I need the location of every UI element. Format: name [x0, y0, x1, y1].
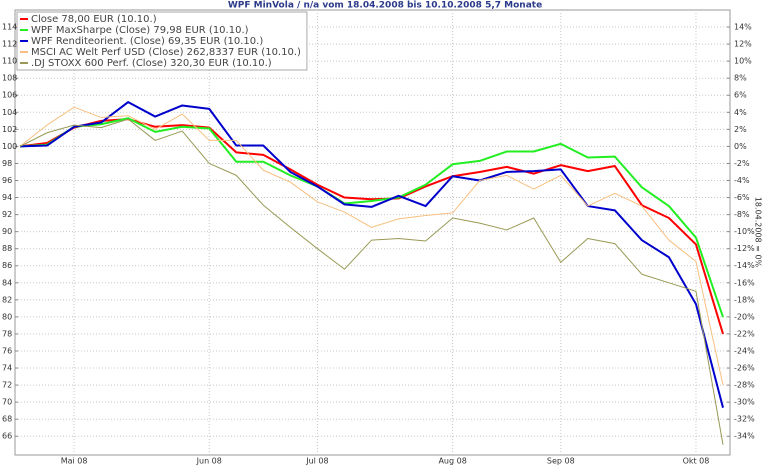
- legend-text: MSCI AC Welt Perf USD (Close) 262,8337 E…: [31, 47, 301, 58]
- y2-tick-label: -32%: [734, 415, 755, 424]
- y2-tick-label: -2%: [734, 159, 750, 168]
- y-tick-label: 114: [2, 23, 17, 32]
- y2-tick-label: 4%: [734, 108, 747, 117]
- legend-box: [16, 11, 308, 71]
- y-tick-label: 80: [2, 312, 12, 321]
- y2-tick-label: -28%: [734, 381, 755, 390]
- legend-text: WPF Renditeorient. (Close) 69,35 EUR (10…: [31, 36, 263, 47]
- x-tick-label: Jun 08: [196, 457, 222, 466]
- y2-tick-label: -24%: [734, 346, 755, 355]
- y2-tick-label: -16%: [734, 278, 755, 287]
- y2-tick-label: -8%: [734, 210, 750, 219]
- y2-tick-label: -20%: [734, 312, 755, 321]
- y2-tick-label: 14%: [734, 23, 752, 32]
- y2-tick-label: -22%: [734, 329, 755, 338]
- y2-tick-label: -34%: [734, 432, 755, 441]
- series-line: [19, 117, 724, 318]
- y2-tick-label: 6%: [734, 91, 747, 100]
- y-tick-label: 86: [2, 261, 12, 270]
- y2-tick-label: -14%: [734, 261, 755, 270]
- y2-tick-label: 10%: [734, 57, 752, 66]
- y-tick-label: 112: [2, 40, 17, 49]
- legend-text: .DJ STOXX 600 Perf. (Close) 320,30 EUR (…: [31, 58, 272, 69]
- x-tick-label: Aug 08: [438, 457, 466, 466]
- y2-tick-label: -4%: [734, 176, 750, 185]
- y-tick-label: 108: [2, 74, 17, 83]
- x-tick-label: Sep 08: [547, 457, 575, 466]
- y-tick-label: 94: [2, 193, 12, 202]
- y2-tick-label: -6%: [734, 193, 750, 202]
- chart-title: WPF MinVola / n/a vom 18.04.2008 bis 10.…: [228, 1, 542, 11]
- y-tick-label: 92: [2, 210, 12, 219]
- y2-tick-label: -10%: [734, 227, 755, 236]
- y-tick-label: 100: [2, 142, 17, 151]
- y2-tick-label: 8%: [734, 74, 747, 83]
- y-tick-label: 90: [2, 227, 12, 236]
- legend-text: WPF MaxSharpe (Close) 79,98 EUR (10.10.): [31, 25, 249, 36]
- y-tick-label: 84: [2, 278, 12, 287]
- y2-tick-label: -30%: [734, 398, 755, 407]
- y-tick-label: 104: [2, 108, 17, 117]
- series-line: [19, 118, 724, 335]
- y-tick-label: 98: [2, 159, 12, 168]
- series-line: [19, 101, 724, 408]
- y-tick-label: 102: [2, 125, 17, 134]
- y-tick-label: 70: [2, 398, 12, 407]
- y-tick-label: 74: [2, 364, 12, 373]
- y-tick-label: 66: [2, 432, 12, 441]
- y-tick-label: 106: [2, 91, 17, 100]
- y-tick-label: 96: [2, 176, 12, 185]
- y2-tick-label: -18%: [734, 295, 755, 304]
- y2-axis-label: 18.04.2008 = 0%: [754, 197, 763, 268]
- series-line: [19, 106, 724, 386]
- y2-tick-label: 2%: [734, 125, 747, 134]
- legend-text: Close 78,00 EUR (10.10.): [31, 14, 157, 25]
- y-tick-label: 76: [2, 346, 12, 355]
- y2-tick-label: 12%: [734, 40, 752, 49]
- x-tick-label: Jul 08: [305, 457, 328, 466]
- y2-tick-label: -12%: [734, 244, 755, 253]
- y-tick-label: 82: [2, 295, 12, 304]
- y2-tick-label: -26%: [734, 364, 755, 373]
- y-tick-label: 110: [2, 57, 17, 66]
- y-tick-label: 78: [2, 329, 12, 338]
- y-tick-label: 68: [2, 415, 12, 424]
- y-tick-label: 72: [2, 381, 12, 390]
- plot-frame: [14, 9, 731, 456]
- y-tick-label: 88: [2, 244, 12, 253]
- x-tick-label: Okt 08: [683, 457, 710, 466]
- x-tick-label: Mai 08: [61, 457, 88, 466]
- series-line: [19, 118, 724, 445]
- y2-tick-label: 0%: [734, 142, 747, 151]
